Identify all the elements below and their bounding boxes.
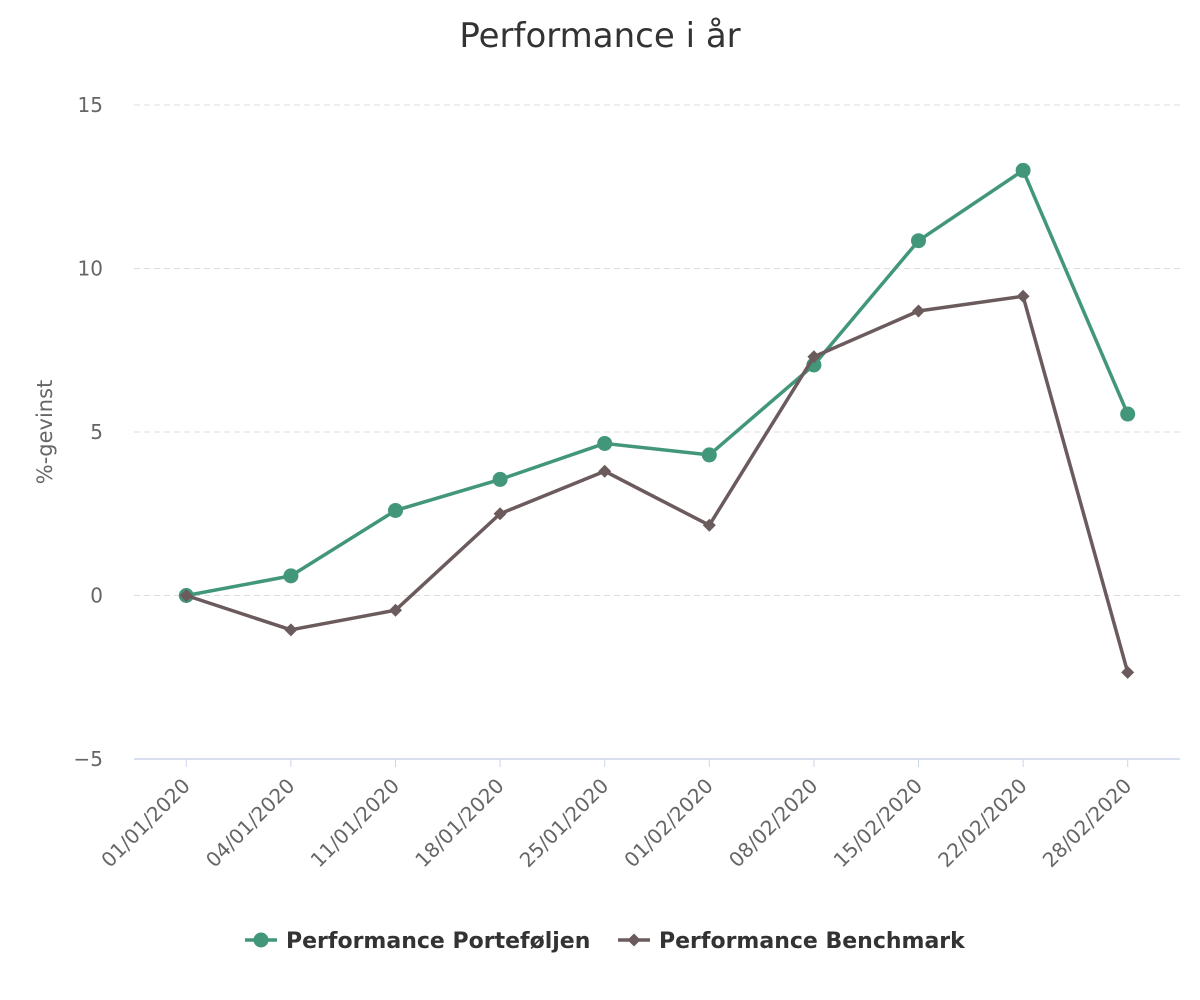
data-point[interactable] (912, 304, 925, 318)
legend-item[interactable]: Performance Porteføljen (245, 929, 590, 954)
series-line (184, 168, 1130, 598)
x-tick-label: 01/01/2020 (96, 774, 194, 872)
data-point[interactable] (1120, 406, 1136, 422)
y-tick-label: 10 (78, 257, 103, 281)
data-point[interactable] (702, 518, 716, 532)
legend[interactable]: Performance Porteføljen Performance Bench… (245, 929, 966, 954)
data-point[interactable] (597, 435, 613, 451)
legend-label: Performance Benchmark (659, 929, 966, 954)
data-point[interactable] (179, 589, 193, 602)
chart-title: Performance i år (459, 16, 740, 56)
y-tick-label: −5 (74, 747, 103, 771)
data-point[interactable] (284, 623, 298, 637)
data-point[interactable] (1121, 665, 1135, 679)
x-tick-label: 22/02/2020 (933, 774, 1031, 872)
legend-marker (627, 933, 641, 947)
data-point[interactable] (388, 502, 403, 518)
y-tick-label: 5 (90, 420, 103, 444)
data-point[interactable] (807, 350, 821, 364)
y-tick-label: 15 (78, 93, 103, 117)
data-point[interactable] (493, 507, 507, 521)
x-tick-label: 28/02/2020 (1038, 774, 1136, 872)
series-1 (178, 162, 1136, 603)
data-point[interactable] (283, 568, 299, 584)
series-2 (179, 289, 1135, 679)
data-point[interactable] (701, 447, 717, 463)
x-tick-label: 01/02/2020 (619, 774, 717, 872)
plot-area (178, 162, 1136, 679)
y-tick-label: 0 (90, 584, 103, 608)
x-axis: 01/01/2020 04/01/2020 11/01/2020 18/01/2020… (96, 759, 1136, 872)
gridlines (134, 104, 1180, 760)
y-axis: −5 0 5 10 15 (74, 93, 103, 771)
x-tick-label: 04/01/2020 (201, 774, 299, 872)
data-point[interactable] (389, 603, 402, 617)
legend-marker (253, 932, 269, 948)
x-tick-label: 15/02/2020 (829, 774, 927, 872)
y-axis-label: %-gevinst (33, 380, 57, 485)
data-point[interactable] (1015, 162, 1031, 178)
data-point[interactable] (1016, 289, 1030, 303)
x-tick-label: 18/01/2020 (410, 774, 508, 872)
x-tick-label: 08/02/2020 (724, 774, 822, 872)
data-point[interactable] (598, 464, 612, 478)
x-tick-label: 25/01/2020 (515, 774, 613, 872)
x-tick-label: 11/01/2020 (306, 774, 404, 872)
legend-item[interactable]: Performance Benchmark (618, 929, 966, 954)
data-point[interactable] (911, 233, 926, 249)
series-line (184, 294, 1130, 675)
data-point[interactable] (492, 471, 508, 487)
legend-label: Performance Porteføljen (286, 929, 590, 954)
